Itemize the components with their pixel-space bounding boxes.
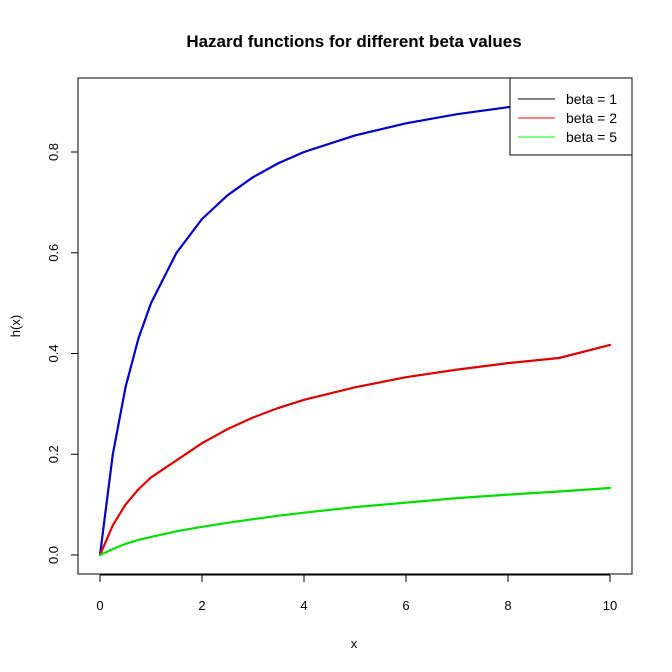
x-tick-label: 4 <box>300 598 307 613</box>
series-layer <box>98 95 612 557</box>
y-tick-label: 0.8 <box>46 143 61 161</box>
legend-label-1: beta = 1 <box>566 91 617 107</box>
y-tick-label: 0.0 <box>46 546 61 564</box>
legend-label-3: beta = 5 <box>566 129 617 145</box>
y-axis-label: h(x) <box>8 315 23 337</box>
x-tick-label: 8 <box>504 598 511 613</box>
series-line-1 <box>98 95 612 557</box>
y-axis: 0.0 0.2 0.4 0.6 0.8 <box>46 143 79 564</box>
legend-box <box>509 77 633 156</box>
x-axis-label: x <box>351 636 358 651</box>
y-tick-label: 0.6 <box>46 244 61 262</box>
series-line-2 <box>98 343 612 557</box>
x-tick-label: 10 <box>603 598 617 613</box>
series-line-3 <box>98 486 612 557</box>
x-tick-label: 6 <box>402 598 409 613</box>
x-axis: 0 2 4 6 8 10 <box>96 574 617 613</box>
chart-title: Hazard functions for different beta valu… <box>186 32 521 51</box>
legend: beta = 1 beta = 2 beta = 5 <box>509 77 633 156</box>
x-tick-label: 0 <box>96 598 103 613</box>
y-tick-label: 0.4 <box>46 344 61 362</box>
y-tick-label: 0.2 <box>46 445 61 463</box>
legend-label-2: beta = 2 <box>566 110 617 126</box>
x-tick-label: 2 <box>198 598 205 613</box>
